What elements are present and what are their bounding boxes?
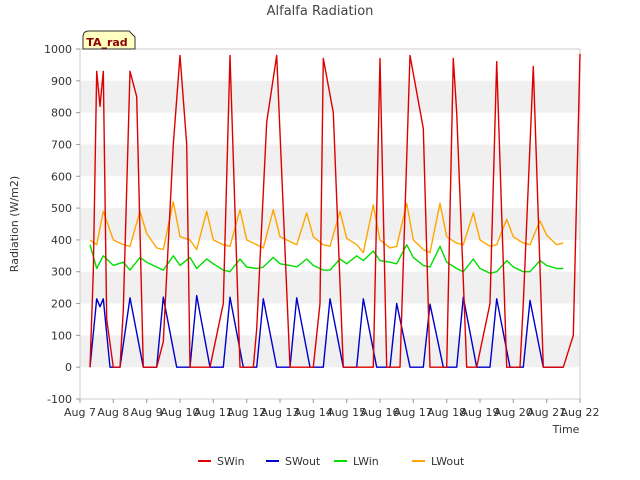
series-layer [89,53,581,368]
legend-label-lwin: LWin [353,455,379,468]
x-tick-label: Aug 9 [131,406,163,419]
y-tick-label: 500 [51,202,72,215]
legend-label-swout: SWout [285,455,321,468]
y-tick-label: 600 [51,170,72,183]
x-tick-label: Aug 21 [527,406,566,419]
y-tick-label: 100 [51,329,72,342]
series-line-lwout [89,200,564,254]
grid-band [80,208,580,240]
x-tick-label: Aug 18 [427,406,466,419]
badge-shape [82,30,136,50]
x-tick-label: Aug 20 [494,406,533,419]
series-line-lwin [89,243,564,274]
x-tick-label: Aug 8 [97,406,129,419]
y-tick-label: 800 [51,107,72,120]
x-tick-label: Aug 11 [194,406,233,419]
legend-label-lwout: LWout [431,455,465,468]
y-tick-label: 700 [51,138,72,151]
series-line-swin [89,53,581,368]
x-tick-label: Aug 16 [361,406,400,419]
y-tick-label: 300 [51,266,72,279]
x-tick-label: Aug 17 [394,406,433,419]
legend: SWin SWout LWin LWout [198,455,465,468]
y-tick-label: 1000 [44,43,72,56]
plot-frame [79,48,581,400]
x-tick-label: Aug 12 [227,406,266,419]
chart-title: Alfalfa Radiation [267,4,374,19]
ta-rad-badge: TA_rad [82,30,136,50]
y-axis-title: Radiation (W/m2) [8,176,21,272]
y-tick-label: 200 [51,298,72,311]
badge-label: TA_rad [86,36,127,49]
x-tick-label: Aug 7 [64,406,96,419]
x-tick-label: Aug 15 [327,406,366,419]
x-tick-label: Aug 19 [461,406,500,419]
x-tick-label: Aug 22 [561,406,600,419]
grid-band [80,144,580,177]
x-tick-label: Aug 13 [261,406,300,419]
y-tick-label: 400 [51,234,72,247]
legend-label-swin: SWin [217,455,245,468]
x-tick-label: Aug 10 [161,406,200,419]
y-axis-ticks: -100 0 100 200 300 400 500 600 700 800 900 1000 [44,43,80,406]
x-axis-title: Time [552,423,580,436]
y-tick-label: 900 [51,75,72,88]
x-tick-label: Aug 14 [294,406,333,419]
y-tick-label: 0 [65,361,72,374]
y-tick-label: -100 [47,393,72,406]
